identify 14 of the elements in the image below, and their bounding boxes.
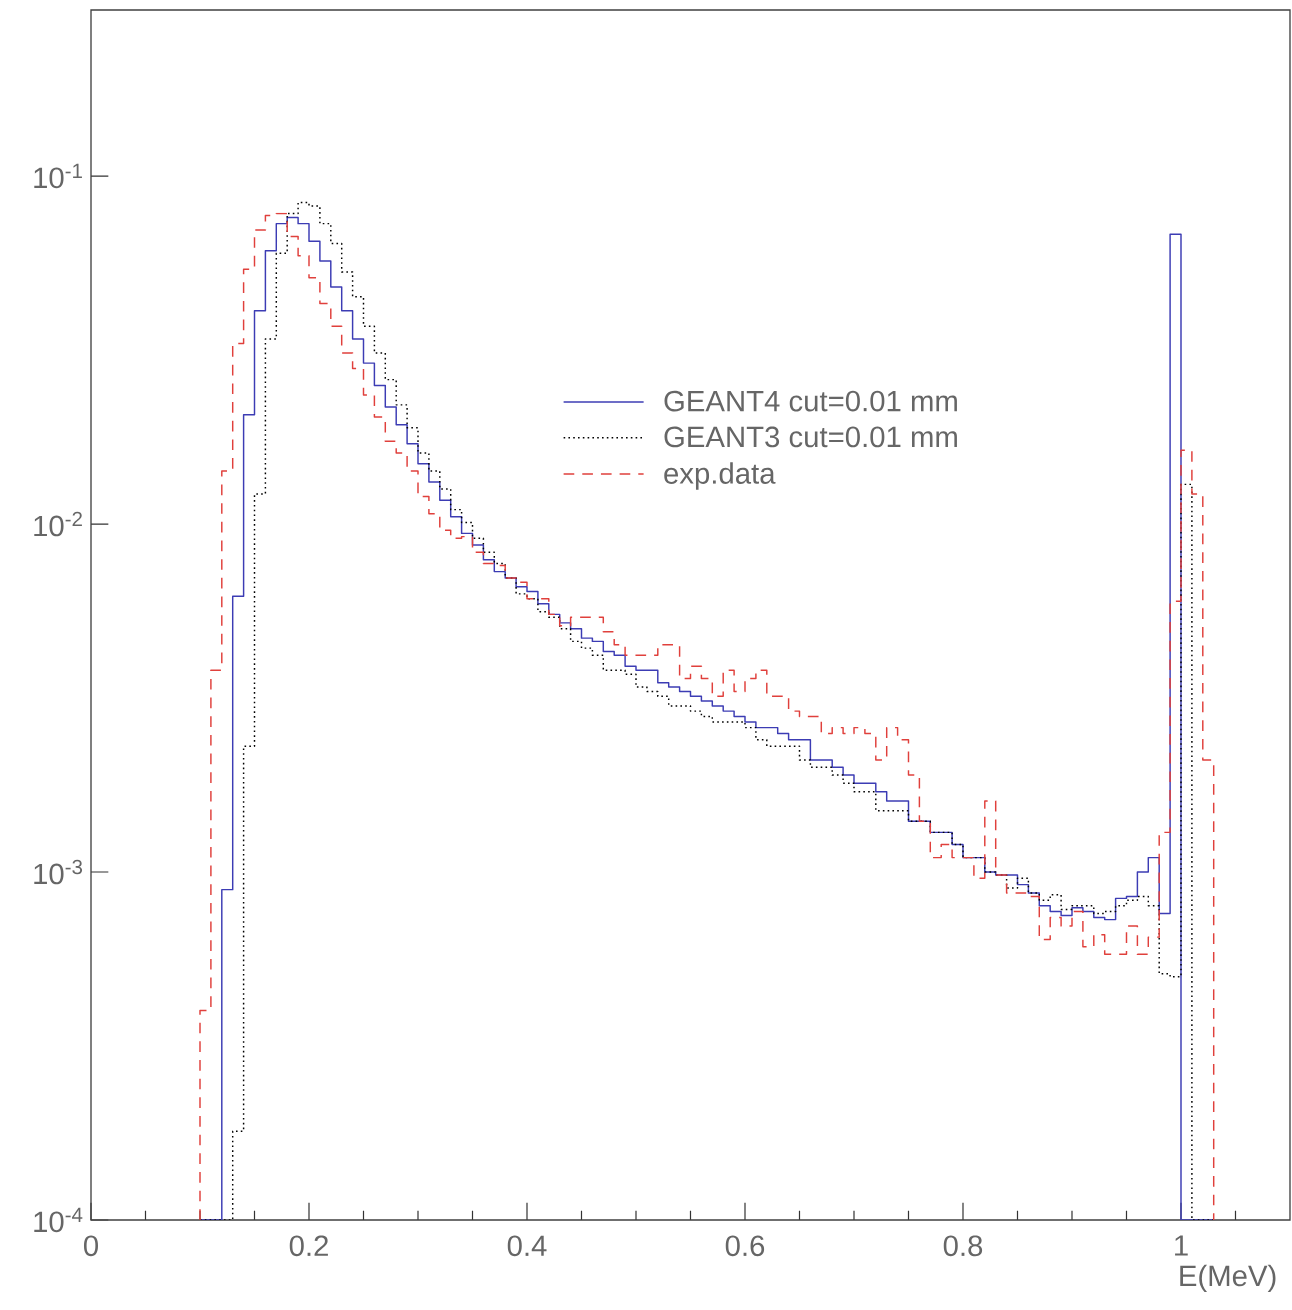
x-tick-label: 0.4 xyxy=(507,1235,547,1257)
y-tick-label: 10$^{-3}$ xyxy=(34,859,83,885)
x-axis-title: E(MeV) xyxy=(1180,1264,1276,1293)
y-tick-label: 10$^{-4}$ xyxy=(34,1207,83,1233)
x-tick-label: 0.8 xyxy=(943,1235,983,1257)
legend-label: exp.data xyxy=(664,462,776,490)
y-tick-label: 10$^{-1}$ xyxy=(34,163,82,189)
legend-label: GEANT4 cut=0.01 mm xyxy=(664,390,957,412)
y-tick-label: 10$^{-2}$ xyxy=(34,511,82,537)
x-tick-label: 1 xyxy=(1175,1235,1188,1256)
x-tick-label: 0 xyxy=(83,1235,98,1257)
legend-label: GEANT3 cut=0.01 mm xyxy=(664,426,957,448)
x-tick-label: 0.2 xyxy=(289,1235,328,1257)
x-tick-label: 0.6 xyxy=(725,1235,765,1257)
